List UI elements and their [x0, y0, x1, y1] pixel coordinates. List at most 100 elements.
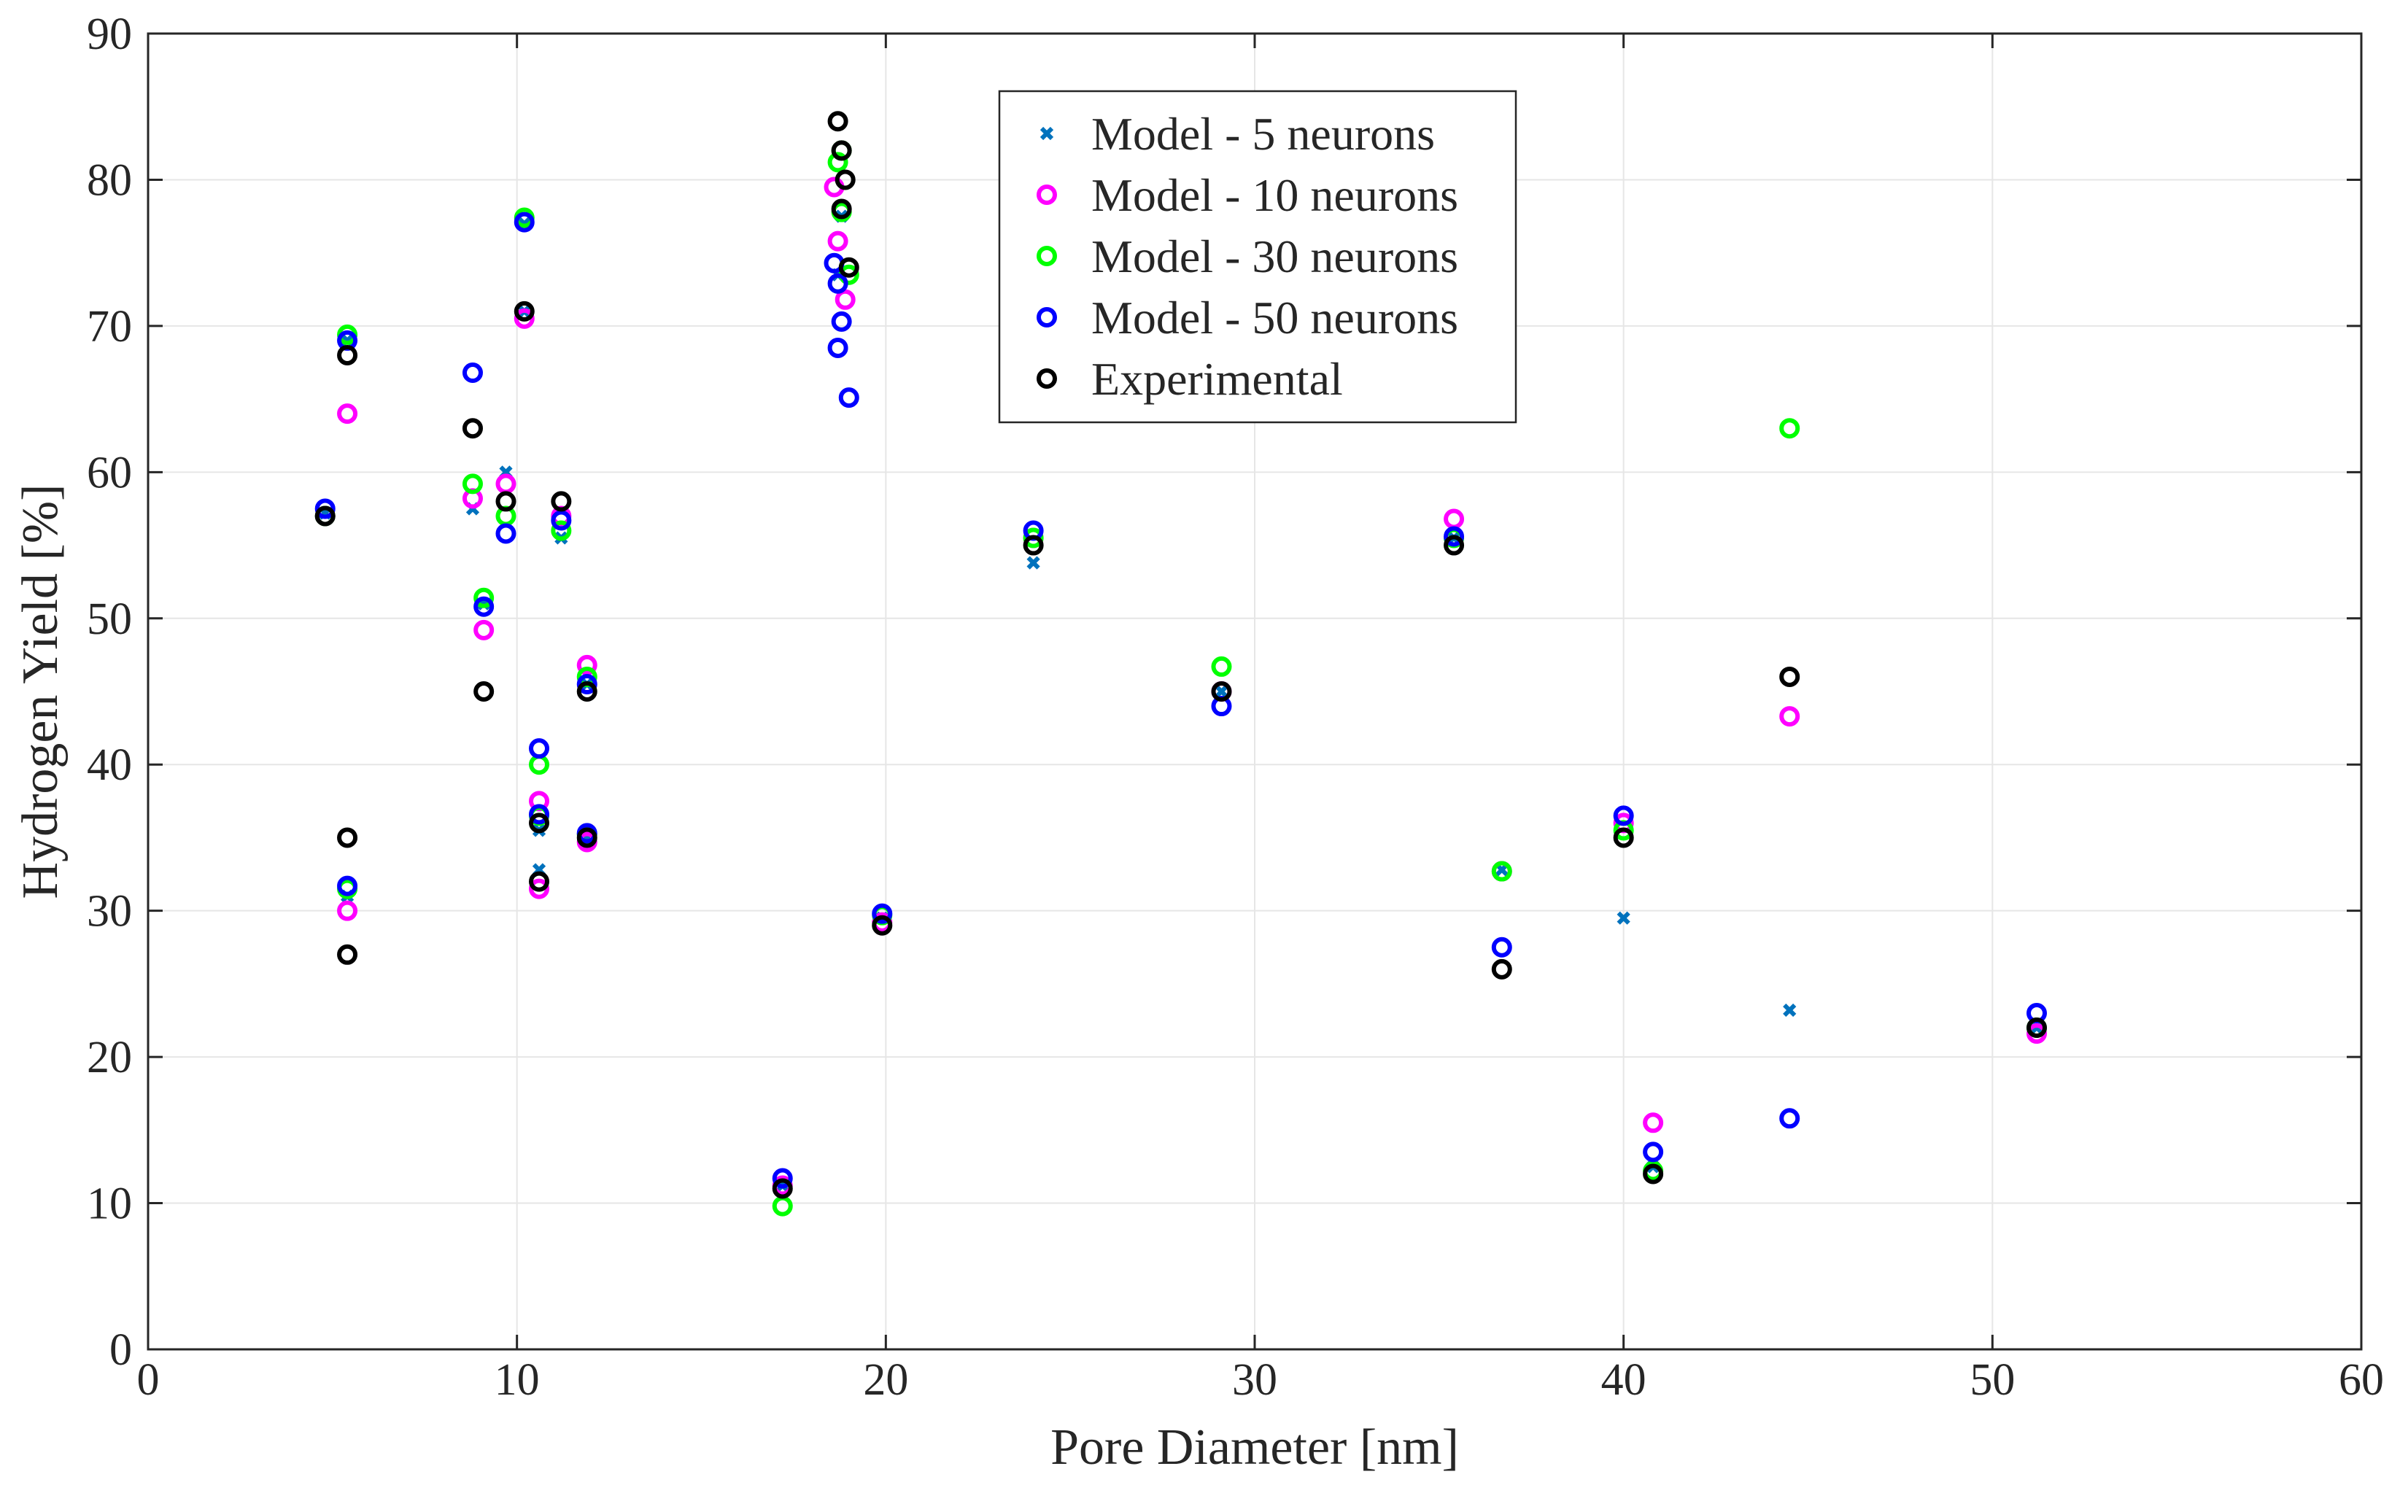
- point-series-2: [551, 520, 572, 541]
- y-tick-label: 50: [87, 594, 132, 644]
- legend-entry: Experimental: [1037, 353, 1343, 405]
- point-series-3: [827, 337, 848, 358]
- point-series-3: [314, 498, 336, 519]
- point-series-4: [1613, 827, 1634, 848]
- axis-ticks: 0 10 20 30 40 50 60 0 10 20 30 40 50 60 70 80 90: [87, 9, 2384, 1405]
- point-series-3: [772, 1168, 793, 1189]
- point-series-4: [1444, 535, 1465, 556]
- point-series-4: [1211, 681, 1232, 702]
- point-series-2: [1779, 418, 1800, 439]
- legend-label: Model - 30 neurons: [1091, 230, 1458, 282]
- point-series-0: [1215, 684, 1228, 699]
- point-series-3: [462, 363, 483, 384]
- legend-label: Model - 5 neurons: [1091, 108, 1435, 160]
- legend-label: Model - 50 neurons: [1091, 292, 1458, 344]
- point-legend-marker: [1037, 185, 1057, 205]
- x-tick-label: 50: [1970, 1355, 2015, 1405]
- x-tick-label: 20: [863, 1355, 908, 1405]
- point-series-3: [473, 596, 495, 617]
- legend-label: Experimental: [1091, 353, 1343, 405]
- legend: Model - 5 neurons Model - 10 neurons Model…: [998, 90, 1517, 424]
- point-series-2: [462, 473, 483, 495]
- y-tick-label: 10: [87, 1179, 132, 1229]
- x-tick-label: 10: [495, 1355, 540, 1405]
- point-series-1: [473, 619, 495, 640]
- point-series-4: [473, 681, 495, 702]
- point-legend-marker: [1040, 126, 1054, 141]
- point-series-4: [831, 140, 852, 161]
- y-tick-label: 40: [87, 740, 132, 790]
- legend-entry: Model - 30 neurons: [1037, 230, 1458, 282]
- point-series-4: [314, 505, 336, 527]
- point-series-4: [1643, 1163, 1664, 1185]
- point-series-1: [337, 403, 358, 424]
- point-series-4: [827, 111, 848, 132]
- point-series-1: [1779, 706, 1800, 727]
- point-series-3: [337, 875, 358, 896]
- point-series-4: [831, 198, 852, 220]
- y-axis-title: Hydrogen Yield [%]: [12, 484, 69, 899]
- y-tick-label: 80: [87, 155, 132, 205]
- x-axis-title: Pore Diameter [nm]: [1050, 1419, 1459, 1476]
- point-series-3: [1643, 1141, 1664, 1163]
- point-series-4: [514, 301, 535, 322]
- point-series-3: [831, 311, 852, 332]
- point-series-4: [576, 827, 597, 848]
- point-series-3: [838, 387, 859, 408]
- y-tick-label: 60: [87, 448, 132, 497]
- point-series-0: [1617, 911, 1630, 925]
- legend-box: [998, 90, 1517, 424]
- point-series-2: [473, 587, 495, 608]
- series-4: [314, 111, 2048, 1199]
- point-series-0: [1783, 1003, 1797, 1017]
- point-series-3: [529, 804, 550, 825]
- point-series-2: [827, 152, 848, 173]
- point-series-4: [838, 257, 859, 278]
- y-tick-label: 70: [87, 302, 132, 352]
- legend-entry: Model - 50 neurons: [1037, 292, 1458, 344]
- point-series-3: [495, 523, 516, 544]
- point-series-4: [495, 491, 516, 512]
- x-tick-label: 40: [1601, 1355, 1646, 1405]
- point-series-4: [1023, 535, 1044, 556]
- point-series-4: [529, 871, 550, 892]
- point-series-4: [772, 1178, 793, 1199]
- axes-box: [147, 32, 2363, 1351]
- point-series-3: [529, 738, 550, 759]
- point-legend-marker: [1037, 307, 1057, 327]
- point-series-1: [514, 308, 535, 329]
- x-tick-label: 30: [1232, 1355, 1277, 1405]
- point-series-4: [462, 418, 483, 439]
- point-series-3: [1444, 526, 1465, 547]
- legend-entry: Model - 5 neurons: [1040, 108, 1435, 160]
- y-tick-label: 20: [87, 1033, 132, 1082]
- point-series-1: [827, 230, 848, 252]
- legend-entry: Model - 10 neurons: [1037, 169, 1458, 221]
- point-series-4: [551, 491, 572, 512]
- x-tick-label: 60: [2339, 1355, 2384, 1405]
- point-series-3: [514, 212, 535, 233]
- point-series-1: [1643, 1112, 1664, 1133]
- data-points: [314, 111, 2048, 1217]
- point-series-1: [835, 289, 856, 310]
- legend-label: Model - 10 neurons: [1091, 169, 1458, 221]
- point-series-1: [337, 900, 358, 921]
- point-series-1: [529, 878, 550, 899]
- point-series-2: [1491, 861, 1512, 882]
- point-series-4: [337, 827, 358, 848]
- y-tick-label: 30: [87, 887, 132, 937]
- y-tick-label: 0: [109, 1325, 132, 1375]
- y-tick-label: 90: [87, 9, 132, 59]
- point-series-3: [576, 673, 597, 694]
- point-series-4: [872, 915, 893, 936]
- point-series-4: [529, 813, 550, 834]
- point-series-1: [576, 654, 597, 675]
- point-series-3: [551, 510, 572, 531]
- point-series-3: [827, 273, 848, 294]
- point-legend-marker: [1037, 246, 1057, 266]
- point-series-4: [337, 944, 358, 965]
- point-series-3: [1491, 937, 1512, 958]
- x-tick-label: 0: [137, 1355, 160, 1405]
- point-legend-marker: [1037, 368, 1057, 389]
